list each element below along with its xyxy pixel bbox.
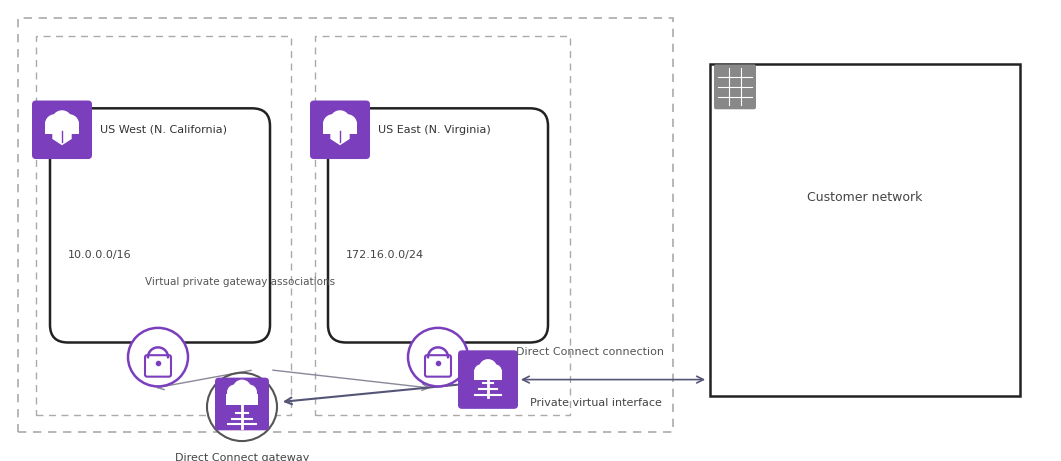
Circle shape — [337, 114, 356, 134]
FancyBboxPatch shape — [310, 100, 370, 159]
FancyBboxPatch shape — [45, 122, 79, 134]
Circle shape — [233, 379, 251, 397]
Circle shape — [486, 364, 502, 379]
FancyBboxPatch shape — [50, 108, 269, 343]
Text: 172.16.0.0/24: 172.16.0.0/24 — [346, 250, 424, 260]
Circle shape — [128, 328, 188, 386]
Text: Customer network: Customer network — [807, 190, 923, 204]
Circle shape — [207, 373, 277, 441]
Circle shape — [59, 114, 79, 134]
Bar — [710, 65, 1020, 396]
Polygon shape — [331, 130, 349, 144]
Circle shape — [241, 384, 257, 400]
Text: US East (N. Virginia): US East (N. Virginia) — [378, 125, 491, 135]
Text: US West (N. California): US West (N. California) — [100, 125, 227, 135]
Text: 10.0.0.0/16: 10.0.0.0/16 — [68, 250, 132, 260]
Text: Direct Connect connection: Direct Connect connection — [516, 347, 664, 357]
Polygon shape — [53, 130, 71, 144]
Circle shape — [323, 114, 343, 134]
FancyBboxPatch shape — [323, 122, 356, 134]
FancyBboxPatch shape — [714, 65, 756, 109]
FancyBboxPatch shape — [425, 355, 451, 377]
FancyBboxPatch shape — [145, 355, 171, 377]
Circle shape — [227, 384, 243, 400]
FancyBboxPatch shape — [226, 394, 258, 405]
FancyBboxPatch shape — [215, 378, 269, 430]
FancyBboxPatch shape — [458, 350, 518, 409]
Circle shape — [474, 364, 490, 379]
FancyBboxPatch shape — [328, 108, 547, 343]
Circle shape — [330, 110, 350, 130]
Circle shape — [45, 114, 65, 134]
Text: Virtual private gateway associations: Virtual private gateway associations — [145, 277, 335, 287]
Circle shape — [479, 359, 497, 377]
Text: Private virtual interface: Private virtual interface — [530, 398, 662, 408]
Circle shape — [408, 328, 468, 386]
Text: Direct Connect gateway: Direct Connect gateway — [175, 453, 309, 461]
FancyBboxPatch shape — [32, 100, 92, 159]
Circle shape — [52, 110, 72, 130]
FancyBboxPatch shape — [474, 370, 502, 379]
